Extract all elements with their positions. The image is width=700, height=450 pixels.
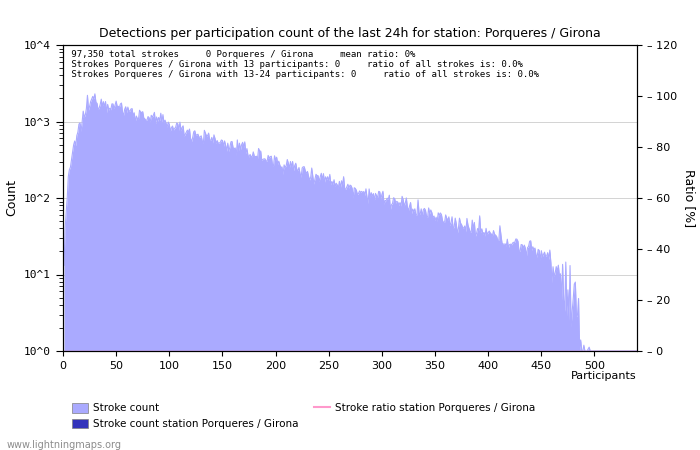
Y-axis label: Count: Count bbox=[6, 180, 19, 216]
Text: www.lightningmaps.org: www.lightningmaps.org bbox=[7, 440, 122, 450]
Title: Detections per participation count of the last 24h for station: Porqueres / Giro: Detections per participation count of th… bbox=[99, 27, 601, 40]
Y-axis label: Ratio [%]: Ratio [%] bbox=[683, 169, 696, 227]
Legend: Stroke count, Stroke count station Porqueres / Girona, Stroke ratio station Porq: Stroke count, Stroke count station Porqu… bbox=[68, 399, 540, 433]
Text: 97,350 total strokes     0 Porqueres / Girona     mean ratio: 0%
 Strokes Porque: 97,350 total strokes 0 Porqueres / Giron… bbox=[66, 50, 539, 79]
Text: Participants: Participants bbox=[571, 371, 637, 381]
